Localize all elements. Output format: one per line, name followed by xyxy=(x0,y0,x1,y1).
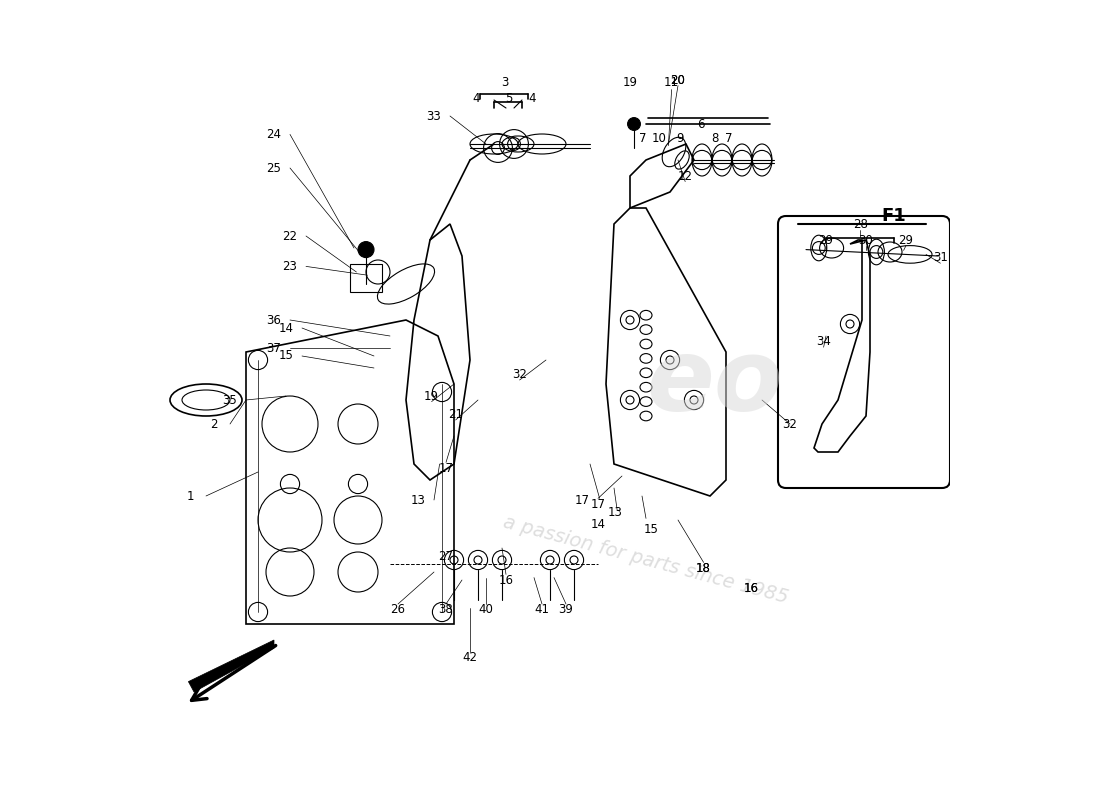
Text: 1: 1 xyxy=(186,490,194,502)
Text: 18: 18 xyxy=(696,562,711,574)
Text: 36: 36 xyxy=(266,314,282,326)
Text: 20: 20 xyxy=(671,74,685,86)
Text: 16: 16 xyxy=(498,574,514,586)
Text: 10: 10 xyxy=(652,132,667,145)
Text: 13: 13 xyxy=(608,506,623,518)
Text: 16: 16 xyxy=(744,582,759,594)
Text: 40: 40 xyxy=(478,603,494,616)
Text: F1: F1 xyxy=(881,207,906,225)
Text: 39: 39 xyxy=(559,603,573,616)
Text: 9: 9 xyxy=(675,132,683,145)
Text: 13: 13 xyxy=(410,494,426,506)
Text: 7: 7 xyxy=(725,132,733,145)
Text: 18: 18 xyxy=(696,562,711,574)
Text: 32: 32 xyxy=(513,368,527,381)
Text: 20: 20 xyxy=(671,74,685,86)
Text: 12: 12 xyxy=(678,170,693,182)
Text: 8: 8 xyxy=(711,132,718,145)
Text: eo: eo xyxy=(646,335,782,433)
Text: 23: 23 xyxy=(283,260,297,273)
Text: 19: 19 xyxy=(623,76,638,89)
Text: a passion for parts since 1985: a passion for parts since 1985 xyxy=(502,513,791,607)
Text: 21: 21 xyxy=(448,408,463,421)
FancyBboxPatch shape xyxy=(778,216,950,488)
Text: 14: 14 xyxy=(278,322,294,334)
Text: 30: 30 xyxy=(859,234,873,246)
Text: 5: 5 xyxy=(505,92,513,105)
Text: 34: 34 xyxy=(816,335,831,348)
Bar xyxy=(350,264,382,292)
Text: 7: 7 xyxy=(639,132,647,145)
Text: 33: 33 xyxy=(427,110,441,122)
Text: 42: 42 xyxy=(462,651,477,664)
Text: 15: 15 xyxy=(278,350,294,362)
Circle shape xyxy=(628,118,640,130)
Text: 31: 31 xyxy=(933,251,948,264)
Text: 24: 24 xyxy=(266,128,282,141)
Text: 16: 16 xyxy=(744,582,759,594)
Text: 29: 29 xyxy=(899,234,913,246)
Text: 17: 17 xyxy=(574,494,590,506)
Text: 25: 25 xyxy=(266,162,282,174)
Text: 14: 14 xyxy=(591,518,605,530)
Text: 28: 28 xyxy=(852,218,868,230)
Text: 37: 37 xyxy=(266,342,282,354)
Text: 38: 38 xyxy=(439,603,453,616)
Text: 11: 11 xyxy=(664,76,679,89)
Text: 3: 3 xyxy=(500,76,508,89)
Text: 2: 2 xyxy=(210,418,218,430)
Text: 29: 29 xyxy=(818,234,834,246)
Text: 41: 41 xyxy=(535,603,550,616)
Text: 19: 19 xyxy=(425,390,439,402)
Text: 17: 17 xyxy=(439,462,453,474)
Text: 4: 4 xyxy=(529,92,536,105)
Text: 4: 4 xyxy=(473,92,480,105)
Text: 22: 22 xyxy=(283,230,297,242)
Text: 35: 35 xyxy=(222,394,238,406)
Polygon shape xyxy=(188,640,274,692)
Text: 32: 32 xyxy=(782,418,797,430)
Text: 6: 6 xyxy=(696,118,704,130)
Text: 27: 27 xyxy=(439,550,453,562)
Text: 26: 26 xyxy=(390,603,406,616)
Circle shape xyxy=(358,242,374,258)
Text: 17: 17 xyxy=(591,498,605,510)
Text: 15: 15 xyxy=(645,523,659,536)
